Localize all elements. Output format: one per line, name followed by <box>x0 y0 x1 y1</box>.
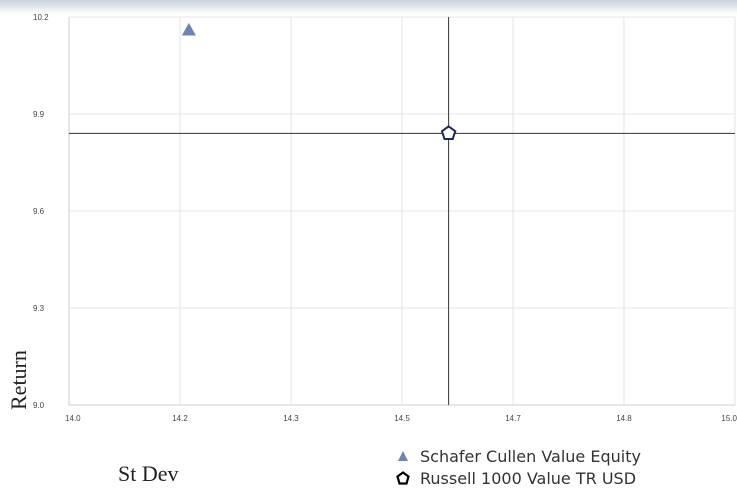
top-shadow <box>0 0 737 14</box>
y-axis-label: Return <box>6 350 31 410</box>
point-benchmark-pentagon <box>440 125 457 141</box>
x-tick-label: 14.2 <box>172 414 188 423</box>
x-tick-label: 14.0 <box>65 414 81 423</box>
x-tick-labels: 14.0 14.2 14.3 14.5 14.7 14.8 15.0 <box>65 414 737 423</box>
y-tick-label: 9.6 <box>33 207 45 216</box>
legend-item-fund: Schafer Cullen Value Equity <box>396 445 641 467</box>
x-tick-label: 14.8 <box>616 414 632 423</box>
triangle-icon <box>398 451 408 461</box>
point-fund-triangle <box>181 22 196 36</box>
legend-label-fund: Schafer Cullen Value Equity <box>420 446 641 466</box>
grid-lines <box>68 16 736 406</box>
x-axis-label: St Dev <box>118 461 179 486</box>
axis-lines <box>68 17 735 406</box>
crosshair <box>69 17 735 405</box>
y-tick-label: 10.2 <box>33 13 49 22</box>
data-points <box>181 22 457 141</box>
pentagon-icon <box>396 471 410 485</box>
y-tick-label: 9.3 <box>33 304 45 313</box>
legend: Schafer Cullen Value Equity Russell 1000… <box>396 445 641 489</box>
legend-label-benchmark: Russell 1000 Value TR USD <box>420 468 637 488</box>
x-tick-label: 14.3 <box>283 414 299 423</box>
legend-item-benchmark: Russell 1000 Value TR USD <box>396 467 641 489</box>
x-tick-label: 14.7 <box>505 414 521 423</box>
y-tick-label: 9.0 <box>33 401 45 410</box>
y-tick-labels: 9.0 9.3 9.6 9.9 10.2 <box>33 13 49 410</box>
y-tick-label: 9.9 <box>33 110 45 119</box>
x-tick-label: 15.0 <box>721 414 737 423</box>
x-tick-label: 14.5 <box>394 414 410 423</box>
